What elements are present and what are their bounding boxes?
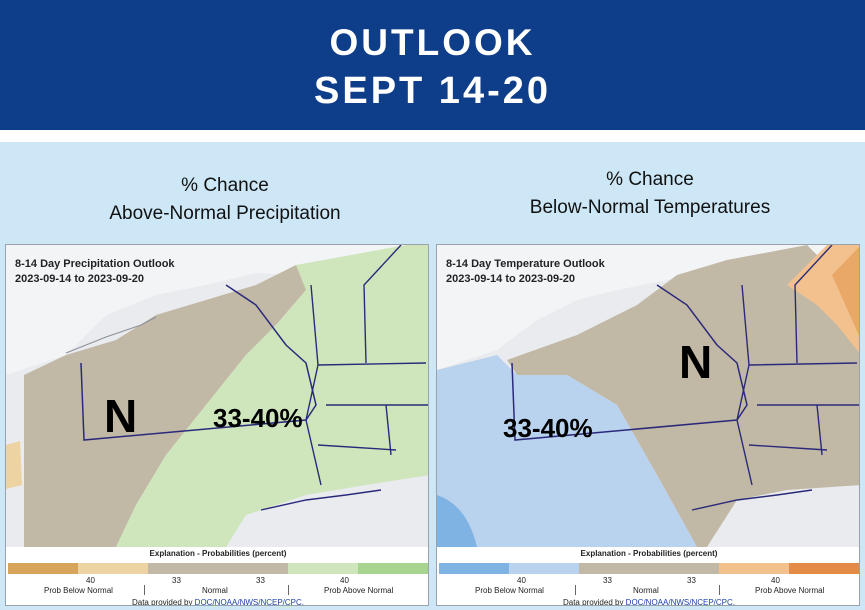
legend-swatch <box>719 563 789 574</box>
temp-range-label: 33-40% <box>503 413 593 443</box>
left-caption-line-2: Above-Normal Precipitation <box>109 203 341 224</box>
temp-normal-label: N <box>679 336 713 388</box>
temperature-map-graphic <box>437 245 859 547</box>
legend-title: Explanation - Probabilities (percent) <box>149 549 287 558</box>
precip-normal-label: N <box>104 390 138 442</box>
legend-swatch <box>288 563 358 574</box>
left-caption-line-1: % Chance <box>181 175 269 196</box>
legend-title: Explanation - Probabilities (percent) <box>580 549 718 558</box>
legend-source: Data provided by DOC/NOAA/NWS/NCEP/CPC. <box>6 598 428 606</box>
precipitation-legend: Explanation - Probabilities (percent) 40… <box>6 547 428 606</box>
legend-color-bar <box>439 563 859 574</box>
legend-swatch <box>78 563 148 574</box>
temperature-map-title: 8-14 Day Temperature Outlook 2023-09-14 … <box>446 257 605 287</box>
legend-separator <box>575 585 576 595</box>
right-caption-line-1: % Chance <box>606 169 694 190</box>
legend-label-above: Prob Above Normal <box>755 586 825 595</box>
legend-tick: 40 <box>517 576 526 585</box>
source-prefix: Data provided by <box>562 598 626 606</box>
legend-label-normal: Normal <box>633 586 659 595</box>
source-link[interactable]: DOC/NOAA/NWS/NCEP/CPC. <box>194 598 305 606</box>
legend-swatch <box>218 563 288 574</box>
legend-label-above: Prob Above Normal <box>324 586 394 595</box>
legend-tick: 40 <box>771 576 780 585</box>
legend-swatch <box>579 563 649 574</box>
legend-label-below: Prob Below Normal <box>44 586 113 595</box>
right-caption-line-2: Below-Normal Temperatures <box>529 197 771 218</box>
title-line-2: SEPT 14-20 <box>314 70 551 112</box>
precipitation-map-dates: 2023-09-14 to 2023-09-20 <box>15 273 145 285</box>
title-banner: OUTLOOK SEPT 14-20 <box>0 0 865 130</box>
legend-tick: 33 <box>256 576 265 585</box>
temperature-outlook-map: 8-14 Day Temperature Outlook 2023-09-14 … <box>436 244 860 606</box>
legend-color-bar <box>8 563 428 574</box>
legend-source: Data provided by DOC/NOAA/NWS/NCEP/CPC. <box>437 598 859 606</box>
legend-tick: 33 <box>172 576 181 585</box>
legend-label-below: Prob Below Normal <box>475 586 544 595</box>
precipitation-map-title-text: 8-14 Day Precipitation Outlook <box>15 258 175 270</box>
temperature-map-dates: 2023-09-14 to 2023-09-20 <box>446 273 576 285</box>
legend-label-normal: Normal <box>202 586 228 595</box>
left-caption: % Chance Above-Normal Precipitation <box>40 172 410 228</box>
legend-swatch <box>789 563 859 574</box>
legend-swatch <box>439 563 509 574</box>
precipitation-map-title: 8-14 Day Precipitation Outlook 2023-09-1… <box>15 257 175 287</box>
precipitation-map-graphic <box>6 245 428 547</box>
precip-range-label: 33-40% <box>213 403 303 433</box>
legend-separator <box>144 585 145 595</box>
legend-swatch <box>148 563 218 574</box>
source-prefix: Data provided by <box>131 598 195 606</box>
temperature-map-title-text: 8-14 Day Temperature Outlook <box>446 258 605 270</box>
source-link[interactable]: DOC/NOAA/NWS/NCEP/CPC. <box>625 598 736 606</box>
precipitation-outlook-map: 8-14 Day Precipitation Outlook 2023-09-1… <box>5 244 429 606</box>
legend-swatch <box>649 563 719 574</box>
legend-swatch <box>358 563 428 574</box>
legend-tick: 40 <box>86 576 95 585</box>
title-line-1: OUTLOOK <box>329 22 536 63</box>
divider <box>0 130 865 142</box>
legend-tick: 40 <box>340 576 349 585</box>
temperature-legend: Explanation - Probabilities (percent) 40… <box>437 547 859 606</box>
legend-tick: 33 <box>687 576 696 585</box>
legend-separator <box>288 585 289 595</box>
right-caption: % Chance Below-Normal Temperatures <box>465 166 835 222</box>
legend-separator <box>719 585 720 595</box>
legend-swatch <box>8 563 78 574</box>
legend-tick: 33 <box>603 576 612 585</box>
legend-swatch <box>509 563 579 574</box>
